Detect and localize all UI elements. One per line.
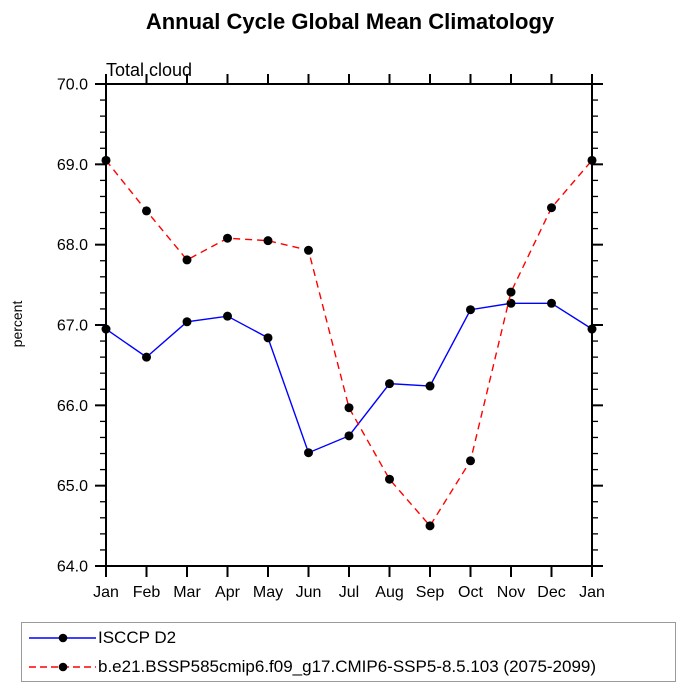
svg-text:68.0: 68.0 (57, 237, 88, 254)
legend-marker-dot (58, 633, 68, 642)
legend-line-sample-dashed (29, 662, 96, 671)
chart-title: Annual Cycle Global Mean Climatology (145, 9, 555, 34)
svg-text:66.0: 66.0 (57, 398, 88, 415)
svg-text:Sep: Sep (416, 584, 445, 601)
svg-text:Jan: Jan (579, 584, 605, 601)
svg-text:Aug: Aug (375, 584, 403, 601)
svg-text:Jun: Jun (296, 584, 322, 601)
svg-text:65.0: 65.0 (57, 478, 88, 495)
chart-subtitle: Total cloud (106, 60, 192, 80)
svg-text:Oct: Oct (458, 584, 483, 601)
svg-text:69.0: 69.0 (57, 157, 88, 174)
line-chart: Total cloud percent 64.0 65.0 66.0 67.0 68.0… (9, 60, 605, 601)
svg-text:67.0: 67.0 (57, 318, 88, 335)
svg-text:Apr: Apr (215, 584, 241, 601)
y-axis-label: percent (9, 301, 25, 348)
axes: 64.0 65.0 66.0 67.0 68.0 69.0 70.0 Jan Feb Mar Apr… (57, 74, 605, 601)
svg-text:May: May (253, 584, 283, 601)
data-series (101, 155, 597, 531)
legend-label: b.e21.BSSP585cmip6.f09_g17.CMIP6-SSP5-8.… (98, 656, 597, 676)
svg-text:Mar: Mar (173, 584, 201, 601)
svg-text:70.0: 70.0 (57, 77, 88, 94)
svg-text:64.0: 64.0 (57, 559, 88, 576)
svg-text:Feb: Feb (133, 584, 161, 601)
svg-text:Jan: Jan (93, 584, 119, 601)
legend-item-model: b.e21.BSSP585cmip6.f09_g17.CMIP6-SSP5-8.… (26, 652, 675, 681)
legend-box: ISCCP D2 b.e21.BSSP585cmip6.f09_g17.CMIP… (21, 622, 676, 682)
svg-text:Nov: Nov (497, 584, 525, 601)
legend-line-sample-solid (29, 633, 96, 642)
legend-marker-dot (58, 662, 68, 671)
legend-label: ISCCP D2 (98, 627, 177, 647)
svg-text:Dec: Dec (537, 584, 565, 601)
legend-item-isccp: ISCCP D2 (26, 623, 675, 652)
svg-text:Jul: Jul (339, 584, 359, 601)
